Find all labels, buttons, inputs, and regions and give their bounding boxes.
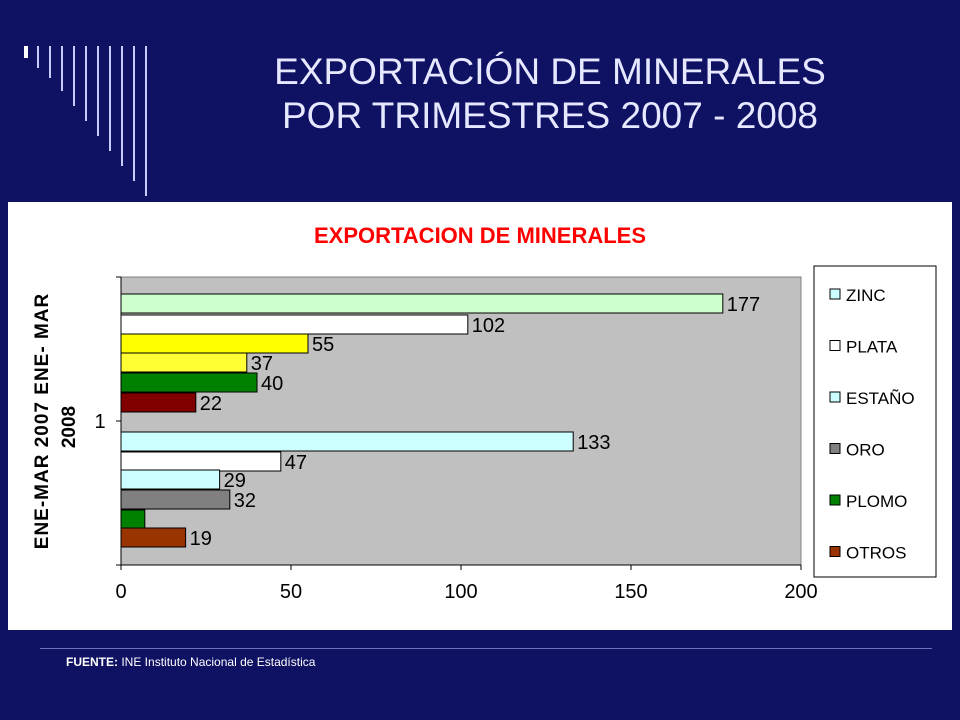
bar-value-label: 177 [727,294,760,316]
bar [120,314,469,335]
bar-value-label: 29 [224,470,246,492]
x-tick-label: 200 [784,581,817,603]
source-text: INE Instituto Nacional de Estadística [121,655,316,669]
bar [120,293,724,314]
x-tick-label: 150 [614,581,647,603]
bar [120,352,248,373]
bar-value-label: 40 [261,373,283,395]
chart-panel: EXPORTACION DE MINERALES 0 50 100 150 200 1 ENE… [8,202,952,630]
legend-label: ESTAÑO [846,389,915,408]
bar [120,527,187,548]
decorative-stripes [24,46,147,196]
legend-label: PLATA [846,338,898,357]
x-tick-label: 0 [115,581,126,603]
y-axis-label-line-1: ENE-MAR 2007 ENE- MAR [32,293,53,549]
bar-value-label: 32 [234,490,256,512]
legend-label: ZINC [846,286,886,305]
bar [120,469,221,490]
legend-swatch [829,546,841,557]
bar-value-label: 19 [190,528,212,550]
legend-swatch [829,494,841,506]
chart-title: EXPORTACION DE MINERALES [314,223,646,248]
source-note: FUENTE: INE Instituto Nacional de Estadí… [66,655,315,669]
bar-value-label: 47 [285,452,307,474]
y-tick-label: 1 [94,411,105,433]
bar [120,489,231,510]
bar [120,372,258,393]
legend-swatch [829,391,841,403]
legend-label: ORO [846,441,885,460]
x-tick-label: 100 [444,581,477,603]
legend-swatch [829,443,841,454]
bar-value-label: 37 [251,353,273,375]
bar [120,392,197,413]
slide-title-line-2: POR TRIMESTRES 2007 - 2008 [281,95,819,136]
legend-label: OTROS [846,544,906,563]
legend-swatch [829,340,841,351]
bar-value-label: 55 [312,334,334,356]
slide-title: EXPORTACIÓN DE MINERALES POR TRIMESTRES … [150,50,950,138]
bar [120,431,574,452]
x-tick-label: 50 [280,581,302,603]
y-axis-label-line-2: 2008 [59,406,80,448]
bar-chart: EXPORTACION DE MINERALES 0 50 100 150 200 1 ENE… [32,223,937,603]
bar-value-label: 133 [577,432,610,454]
bar-value-label: 102 [472,315,505,337]
footer-divider [40,648,932,649]
bar [120,333,309,354]
bar [120,451,282,472]
bar [120,509,146,530]
bar-value-label: 22 [200,393,222,415]
legend-label: PLOMO [846,492,907,511]
source-label: FUENTE: [66,655,118,669]
legend-box [813,265,937,578]
slide-title-line-1: EXPORTACIÓN DE MINERALES [274,51,826,92]
legend-swatch [829,288,841,300]
